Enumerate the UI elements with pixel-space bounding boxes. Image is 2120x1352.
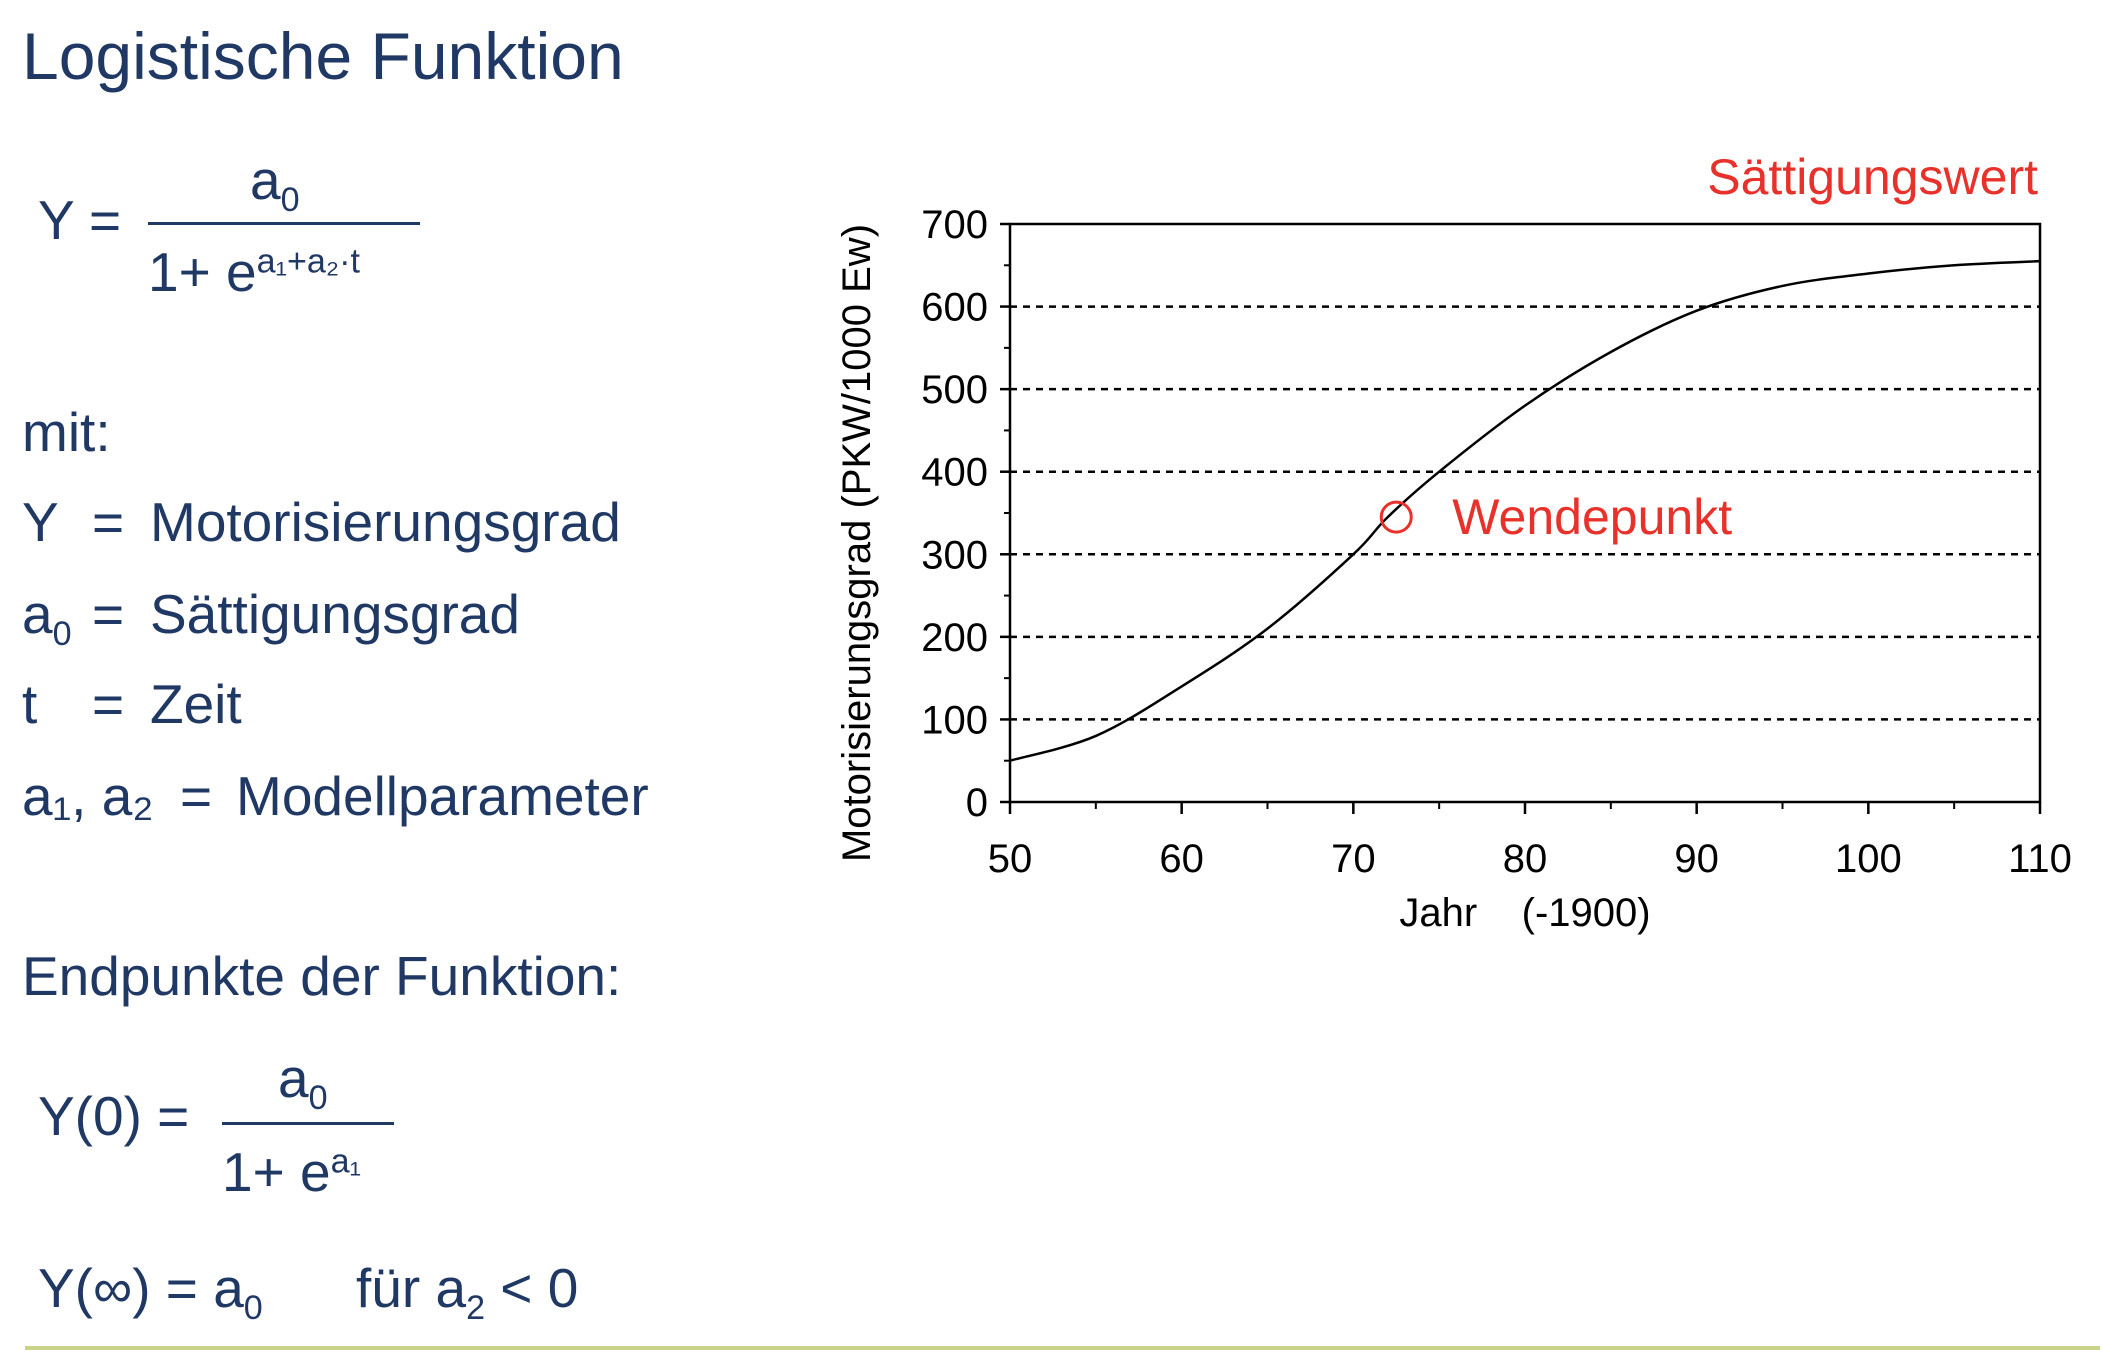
- main-formula-denominator: 1+ ea₁+a₂·t: [148, 240, 360, 304]
- annotation-wendepunkt: Wendepunkt: [1452, 489, 1732, 545]
- x-tick-label: 90: [1674, 837, 1719, 881]
- yinf-condition-rest: < 0: [485, 1257, 579, 1319]
- numerator-a: a: [278, 1047, 309, 1109]
- mit-label: mit:: [22, 401, 111, 463]
- denominator-exponent: a₁+a₂·t: [256, 242, 360, 281]
- main-formula-lhs: Y =: [38, 189, 122, 251]
- main-formula-fraction-bar: [148, 222, 420, 225]
- bottom-rule: [25, 1346, 2100, 1350]
- denominator-base: 1+ e: [222, 1141, 331, 1203]
- definition-symbol: a₁, a₂: [22, 765, 154, 827]
- wendepunkt-marker: [1379, 500, 1413, 534]
- y-tick-label: 600: [921, 286, 988, 330]
- y-tick-label: 200: [921, 616, 988, 660]
- y-tick-label: 700: [921, 203, 988, 247]
- definition-meaning: Motorisierungsgrad: [150, 491, 621, 553]
- formula-y0-fraction-bar: [222, 1122, 394, 1125]
- yinf-lhs-text: Y(∞) = a: [38, 1257, 244, 1319]
- definition-meaning: Zeit: [150, 673, 242, 735]
- x-tick-label: 60: [1159, 837, 1204, 881]
- definition-symbol: t: [22, 673, 38, 735]
- definition-symbol-sub: 0: [52, 614, 72, 653]
- definition-meaning: Sättigungsgrad: [150, 583, 520, 645]
- x-tick-label: 70: [1331, 837, 1376, 881]
- slide-title: Logistische Funktion: [22, 19, 624, 93]
- denominator-exponent: a₁: [330, 1142, 362, 1181]
- formula-y0-lhs: Y(0) =: [38, 1085, 190, 1147]
- definition-symbol: Y: [22, 491, 59, 553]
- x-tick-label: 100: [1835, 837, 1902, 881]
- x-axis-label: Jahr (-1900): [1399, 891, 1650, 935]
- y-tick-label: 400: [921, 451, 988, 495]
- x-tick-label: 50: [988, 837, 1033, 881]
- definition-symbol-base: a: [22, 583, 53, 645]
- numerator-sub: 0: [280, 180, 300, 219]
- logistic-chart: 0 100 200 300 400 500 600 700 50 60 70 80 90 100 110 Ja…: [835, 149, 2072, 935]
- x-tick-label: 80: [1503, 837, 1548, 881]
- endpoints-label: Endpunkte der Funktion:: [22, 945, 622, 1007]
- annotation-saettigungswert: Sättigungswert: [1707, 149, 2038, 205]
- y-tick-label: 0: [966, 781, 988, 825]
- logistic-curve: [1009, 259, 2041, 762]
- definition-eq: =: [92, 491, 125, 553]
- definition-eq: =: [92, 583, 125, 645]
- yinf-condition-sub: 2: [466, 1288, 486, 1327]
- formula-yinf-condition: für a2 < 0: [356, 1256, 578, 1328]
- y-tick-label: 500: [921, 368, 988, 412]
- y-axis-label: Motorisierungsgrad (PKW/1000 Ew): [835, 224, 879, 862]
- yinf-lhs-sub: 0: [243, 1288, 263, 1327]
- definition-eq: =: [180, 765, 213, 827]
- definition-symbol: a0: [22, 582, 72, 654]
- formula-y0-denominator: 1+ ea₁: [222, 1140, 361, 1204]
- formula-y0-numerator: a0: [278, 1046, 328, 1118]
- denominator-base: 1+ e: [148, 241, 257, 303]
- numerator-a: a: [250, 149, 281, 211]
- numerator-sub: 0: [308, 1078, 328, 1117]
- yinf-condition-text: für a: [356, 1257, 467, 1319]
- y-tick-label: 300: [921, 533, 988, 577]
- definition-eq: =: [92, 673, 125, 735]
- formula-yinf-lhs: Y(∞) = a0: [38, 1256, 263, 1328]
- main-formula-numerator: a0: [250, 148, 300, 220]
- definition-meaning: Modellparameter: [236, 765, 649, 827]
- y-tick-label: 100: [921, 698, 988, 742]
- x-tick-label: 110: [2008, 837, 2072, 881]
